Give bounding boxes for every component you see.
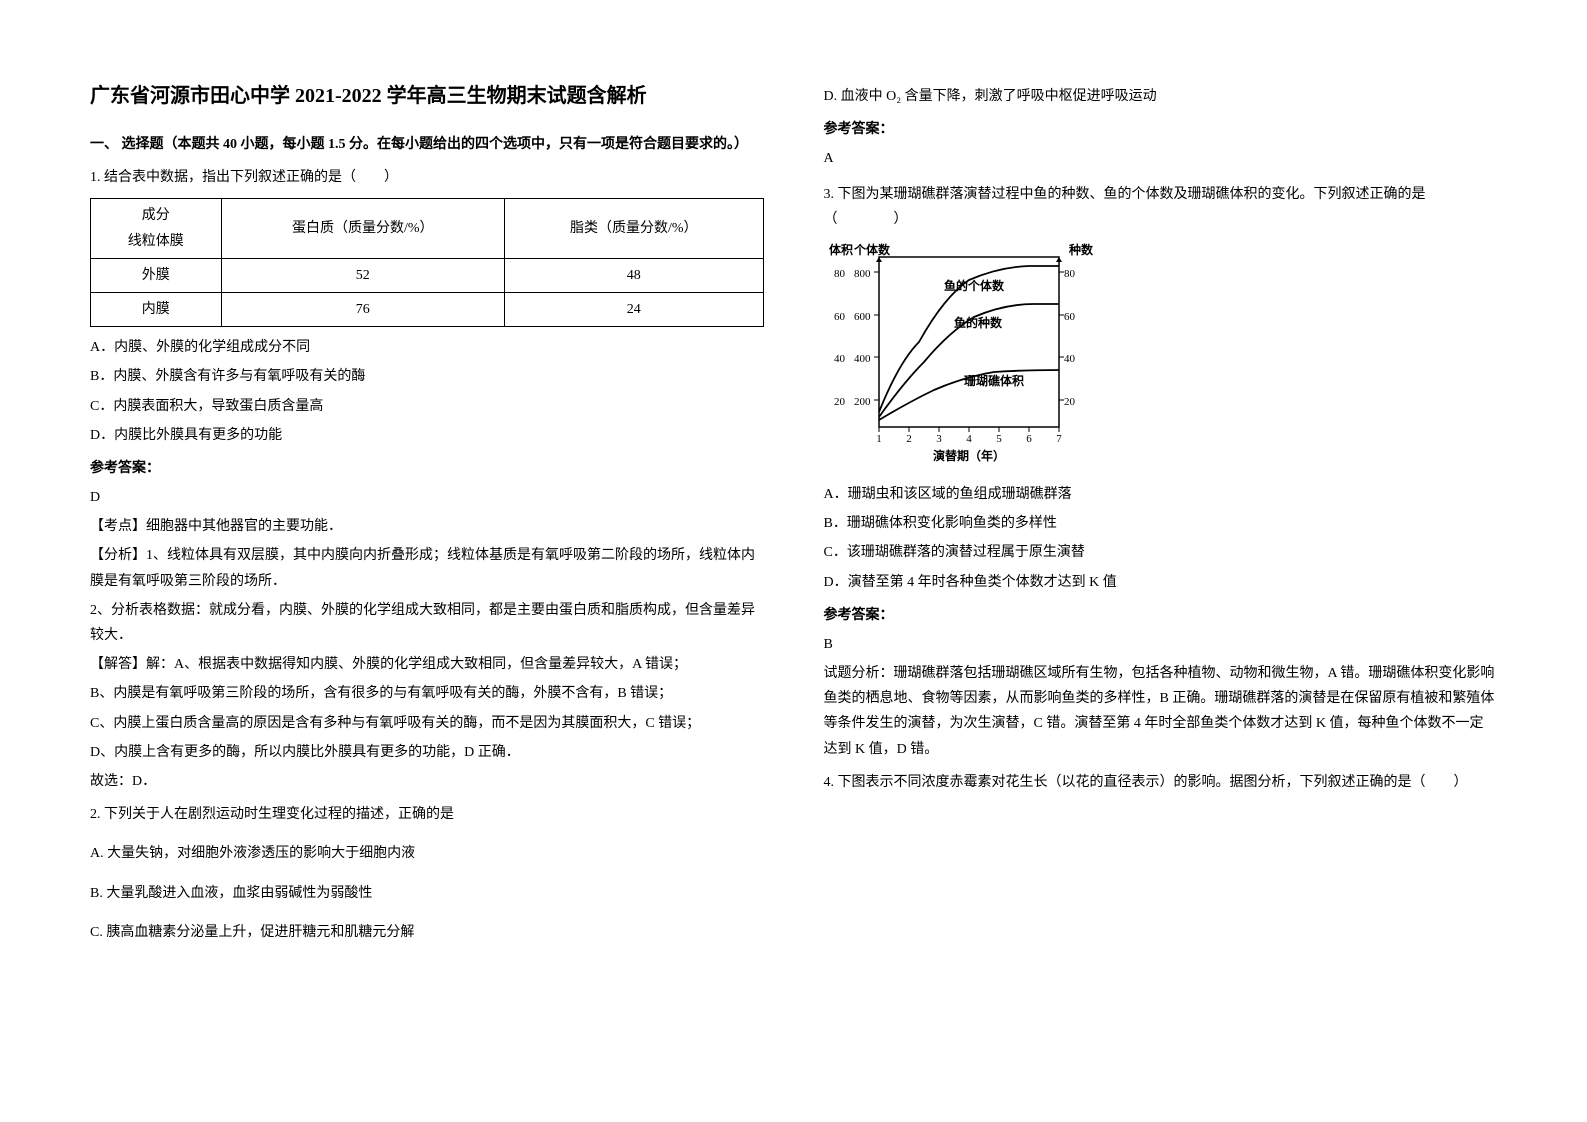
page-title: 广东省河源市田心中学 2021-2022 学年高三生物期末试题含解析 <box>90 80 764 112</box>
q3-answer: B <box>824 632 1498 657</box>
y-right-label: 种数 <box>1068 242 1094 257</box>
tick: 40 <box>1064 353 1076 365</box>
svg-text:4: 4 <box>966 433 972 445</box>
question-3: 3. 下图为某珊瑚礁群落演替过程中鱼的种数、鱼的个体数及珊瑚礁体积的变化。下列叙… <box>824 182 1498 762</box>
tick: 800 <box>854 268 871 280</box>
table-header-row: 成分 线粒体膜 蛋白质（质量分数/%） 脂类（质量分数/%） <box>91 199 764 258</box>
q2-answer-label: 参考答案： <box>824 117 1498 142</box>
y-left-label-2: 个体数 <box>853 242 891 257</box>
q2-option-d: D. 血液中 O₂ 含量下降，刺激了呼吸中枢促进呼吸运动 <box>824 84 1498 109</box>
label-species: 鱼的种数 <box>954 315 1003 330</box>
label-individuals: 鱼的个体数 <box>944 278 1005 293</box>
tick: 80 <box>1064 268 1076 280</box>
table-row: 内膜 76 24 <box>91 292 764 326</box>
th-protein: 蛋白质（质量分数/%） <box>221 199 505 258</box>
q1-analysis-1: 【分析】1、线粒体具有双层膜，其中内膜向内折叠形成；线粒体基质是有氧呼吸第二阶段… <box>90 543 764 593</box>
x-ticks: 1 2 3 4 5 6 7 <box>876 427 1062 445</box>
cell: 76 <box>221 292 505 326</box>
cell: 24 <box>505 292 763 326</box>
chart-svg: 体积 个体数 种数 80 800 60 600 40 400 20 200 80 <box>824 242 1104 472</box>
q1-final: 故选：D． <box>90 769 764 794</box>
cell: 48 <box>505 258 763 292</box>
q1-option-d: D．内膜比外膜具有更多的功能 <box>90 423 764 448</box>
q2-option-c: C. 胰高血糖素分泌量上升，促进肝糖元和肌糖元分解 <box>90 920 764 945</box>
svg-text:5: 5 <box>996 433 1002 445</box>
section-1-header: 一、 选择题（本题共 40 小题，每小题 1.5 分。在每小题给出的四个选项中，… <box>90 132 764 157</box>
q3-answer-label: 参考答案： <box>824 603 1498 628</box>
q3-option-a: A．珊瑚虫和该区域的鱼组成珊瑚礁群落 <box>824 482 1498 507</box>
table-row: 外膜 52 48 <box>91 258 764 292</box>
q3-option-d: D．演替至第 4 年时各种鱼类个体数才达到 K 值 <box>824 570 1498 595</box>
label-volume: 珊瑚礁体积 <box>964 373 1024 388</box>
q1-option-c: C．内膜表面积大，导致蛋白质含量高 <box>90 394 764 419</box>
tick: 20 <box>1064 396 1076 408</box>
q1-solve-d: D、内膜上含有更多的酶，所以内膜比外膜具有更多的功能，D 正确． <box>90 740 764 765</box>
q1-answer: D <box>90 485 764 510</box>
th-component: 成分 线粒体膜 <box>91 199 222 258</box>
q1-answer-label: 参考答案： <box>90 456 764 481</box>
q4-stem: 4. 下图表示不同浓度赤霉素对花生长（以花的直径表示）的影响。据图分析，下列叙述… <box>824 770 1498 795</box>
svg-text:1: 1 <box>876 433 882 445</box>
tick: 400 <box>854 353 871 365</box>
q1-table: 成分 线粒体膜 蛋白质（质量分数/%） 脂类（质量分数/%） 外膜 52 48 … <box>90 198 764 327</box>
tick: 200 <box>854 396 871 408</box>
y-left-label-1: 体积 <box>829 242 853 257</box>
th-lipid: 脂类（质量分数/%） <box>505 199 763 258</box>
tick: 60 <box>834 311 846 323</box>
question-1: 1. 结合表中数据，指出下列叙述正确的是（ ） 成分 线粒体膜 蛋白质（质量分数… <box>90 165 764 794</box>
q1-solve-a: 【解答】解：A、根据表中数据得知内膜、外膜的化学组成大致相同，但含量差异较大，A… <box>90 652 764 677</box>
q1-solve-b: B、内膜是有氧呼吸第三阶段的场所，含有很多的与有氧呼吸有关的酶，外膜不含有，B … <box>90 681 764 706</box>
q3-stem: 3. 下图为某珊瑚礁群落演替过程中鱼的种数、鱼的个体数及珊瑚礁体积的变化。下列叙… <box>824 182 1498 232</box>
tick: 40 <box>834 353 846 365</box>
tick: 600 <box>854 311 871 323</box>
q3-analysis: 试题分析：珊瑚礁群落包括珊瑚礁区域所有生物，包括各种植物、动物和微生物，A 错。… <box>824 661 1498 762</box>
cell: 内膜 <box>91 292 222 326</box>
svg-text:7: 7 <box>1056 433 1062 445</box>
svg-text:2: 2 <box>906 433 912 445</box>
q1-option-a: A．内膜、外膜的化学组成成分不同 <box>90 335 764 360</box>
right-column: D. 血液中 O₂ 含量下降，刺激了呼吸中枢促进呼吸运动 参考答案： A 3. … <box>824 80 1498 1042</box>
question-4: 4. 下图表示不同浓度赤霉素对花生长（以花的直径表示）的影响。据图分析，下列叙述… <box>824 770 1498 795</box>
tick: 80 <box>834 268 846 280</box>
cell: 外膜 <box>91 258 222 292</box>
q1-point: 【考点】细胞器中其他器官的主要功能． <box>90 514 764 539</box>
q1-analysis-2: 2、分析表格数据：就成分看，内膜、外膜的化学组成大致相同，都是主要由蛋白质和脂质… <box>90 598 764 648</box>
q1-stem: 1. 结合表中数据，指出下列叙述正确的是（ ） <box>90 165 764 190</box>
q3-chart: 体积 个体数 种数 80 800 60 600 40 400 20 200 80 <box>824 242 1104 472</box>
q3-option-c: C．该珊瑚礁群落的演替过程属于原生演替 <box>824 540 1498 565</box>
tick: 20 <box>834 396 846 408</box>
q2-stem: 2. 下列关于人在剧烈运动时生理变化过程的描述，正确的是 <box>90 802 764 827</box>
cell: 52 <box>221 258 505 292</box>
q2-option-a: A. 大量失钠，对细胞外液渗透压的影响大于细胞内液 <box>90 841 764 866</box>
x-axis-label: 演替期（年） <box>932 448 1004 463</box>
svg-text:3: 3 <box>936 433 942 445</box>
tick: 60 <box>1064 311 1076 323</box>
question-2: 2. 下列关于人在剧烈运动时生理变化过程的描述，正确的是 A. 大量失钠，对细胞… <box>90 802 764 945</box>
svg-text:6: 6 <box>1026 433 1032 445</box>
q2-answer: A <box>824 146 1498 171</box>
left-column: 广东省河源市田心中学 2021-2022 学年高三生物期末试题含解析 一、 选择… <box>90 80 764 1042</box>
q2-option-b: B. 大量乳酸进入血液，血浆由弱碱性为弱酸性 <box>90 881 764 906</box>
q1-solve-c: C、内膜上蛋白质含量高的原因是含有多种与有氧呼吸有关的酶，而不是因为其膜面积大，… <box>90 711 764 736</box>
q1-option-b: B．内膜、外膜含有许多与有氧呼吸有关的酶 <box>90 364 764 389</box>
q3-option-b: B．珊瑚礁体积变化影响鱼类的多样性 <box>824 511 1498 536</box>
